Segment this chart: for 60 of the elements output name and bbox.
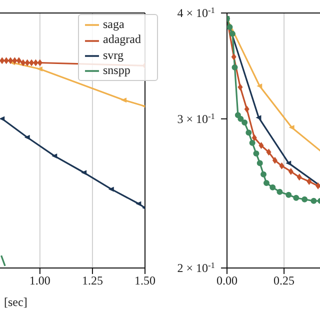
x-axis-title: [sec] [4,295,28,309]
point [288,168,294,175]
point [252,134,257,142]
point [310,198,317,204]
legend-label: adagrad [103,32,141,46]
point [16,57,22,64]
point [263,180,270,186]
x-tick-label: 1.25 [82,274,103,288]
point [266,148,272,156]
point [8,57,14,64]
point [302,196,308,202]
point [286,192,292,198]
point [258,142,264,150]
point [227,24,233,30]
x-tick-label: 0.00 [216,274,238,288]
point [276,188,283,195]
point [36,66,42,72]
point [29,59,34,66]
point [52,154,58,159]
point [242,120,248,126]
point [249,140,256,146]
point [24,134,30,140]
point [37,59,42,66]
point [4,57,9,64]
point [232,64,238,70]
legend-label: saga [103,17,124,31]
y-tick-label: 3 × 10$^{-1}$ [177,111,215,126]
y-tick-label: 4 × 10$^{-1}$ [177,6,215,20]
point [286,160,292,166]
point [272,156,278,164]
point [256,115,262,120]
point [306,178,312,186]
point [293,194,300,201]
point [253,150,260,157]
x-tick-label: 0.25 [274,274,295,288]
point [238,116,244,122]
point [244,106,250,113]
point [20,59,26,66]
legend-label: svrg [103,48,124,62]
y-tick-label: 2 × 10$^{-1}$ [177,260,215,275]
point [246,130,252,136]
point [229,30,236,37]
point [12,57,18,64]
point [238,84,243,91]
point [120,98,126,103]
point [270,184,276,190]
point [296,174,302,181]
legend-label: snspp [103,62,130,77]
point [260,171,267,178]
point [24,59,30,66]
x-tick-label: 1.00 [29,274,50,288]
x-tick-label: 1.50 [134,274,156,288]
point [279,162,284,170]
point [0,116,5,122]
point [81,170,87,176]
point [33,59,38,66]
point [231,53,236,60]
point [256,160,263,166]
point [136,201,142,206]
point [108,186,114,192]
